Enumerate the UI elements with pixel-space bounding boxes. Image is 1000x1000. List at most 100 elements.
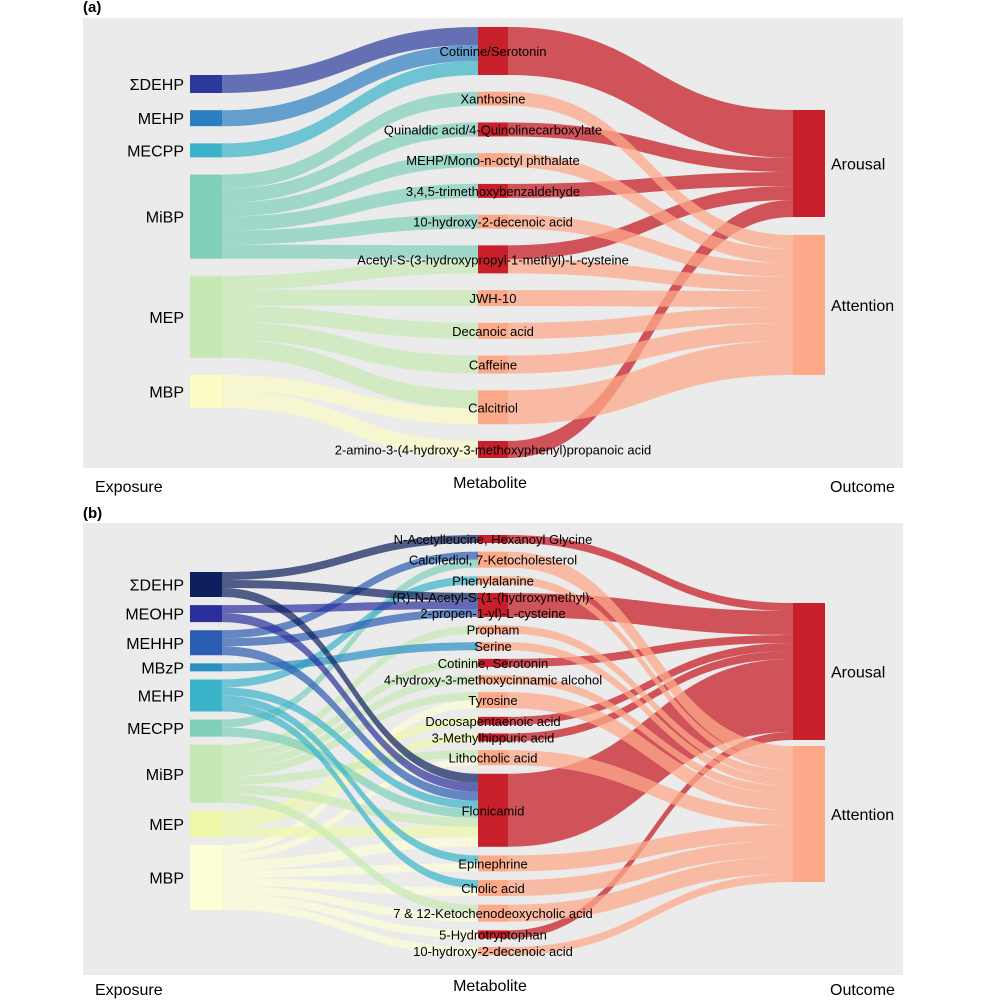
- exposure-label: MiBP: [146, 767, 184, 784]
- link-mehhp-to-calcifediol-7-ketocholesterol: [222, 551, 478, 639]
- metabolite-label-line: Tyrosine: [468, 693, 517, 708]
- metabolite-node: [478, 642, 508, 651]
- exposure-node-mep: [190, 810, 222, 837]
- exposure-node-mecpp: [190, 143, 222, 158]
- link-mibp-to-3-4-5-trimethoxybenzaldehyde: [222, 183, 478, 231]
- panel-b: (b) ΣDEHP MEOHP MEHHP MBzP MEHP MECPP MiBP MEP MB…: [83, 505, 903, 999]
- metabolite-label-line: Calcitriol: [468, 400, 518, 415]
- link-epinephrine-to-attention: [508, 825, 793, 872]
- outcome-node-arousal: [793, 110, 825, 217]
- metabolite-label: Decanoic acid: [452, 324, 534, 339]
- link-caffeine-to-attention: [508, 323, 793, 374]
- metabolite-label-line: 2-amino-3-(4-hydroxy-3-methoxyphenyl)pro…: [335, 443, 651, 458]
- metabolite-label-line: 7 & 12-Ketochenodeoxycholic acid: [393, 906, 592, 921]
- link-propham-to-attention: [508, 625, 793, 778]
- exposure-node-mbp: [190, 845, 222, 910]
- link-mbp-to-10-hydroxy-2-decenoic-acid: [222, 902, 478, 955]
- metabolite-node: [478, 930, 508, 939]
- link-calcitriol-to-attention: [508, 341, 793, 425]
- link-mibp-to-mehp-mono-n-octyl-phthalate: [222, 153, 478, 217]
- metabolite-label: (R)-N-Acetyl-S-(1-(hydroxymethyl)-2-prop…: [392, 590, 594, 621]
- link-dehp-to-flonicamid: [222, 588, 478, 783]
- links: [222, 27, 793, 458]
- metabolite-label-line: Propham: [467, 623, 520, 638]
- link-mep-to-decanoic-acid: [222, 305, 478, 339]
- metabolite-label: Propham: [467, 623, 520, 638]
- metabolite-label-line: 5-Hydrotryptophan: [439, 927, 547, 942]
- link-cholic-acid-to-attention: [508, 841, 793, 897]
- metabolite-label-line: Phenylalanine: [452, 573, 534, 588]
- link-dehp-to-n-acetylleucine-hexanoyl-glycine: [222, 535, 478, 580]
- exposure-label: MEHHP: [126, 636, 184, 653]
- link-10-hydroxy-2-decenoic-acid-to-attention: [508, 214, 793, 277]
- column-label-exposure: Exposure: [95, 479, 163, 496]
- link-tyrosine-to-attention: [508, 692, 793, 810]
- metabolite-node: [478, 214, 508, 229]
- metabolite-node: [478, 716, 508, 725]
- link-mbp-to-cholic-acid: [222, 878, 478, 897]
- metabolite-label-line: (R)-N-Acetyl-S-(1-(hydroxymethyl)-: [392, 590, 594, 605]
- exposure-node-mibp: [190, 174, 222, 259]
- link-calcifediol-7-ketocholesterol-to-attention: [508, 551, 793, 762]
- metabolite-node: [478, 551, 508, 568]
- outcome-node-attention: [793, 746, 825, 882]
- metabolite-label: N-Acetylleucine, Hexanoyl Glycine: [394, 532, 593, 547]
- exposure-node-mbzp: [190, 663, 222, 672]
- link-dehp-to-cotinine-serotonin: [222, 27, 478, 93]
- exposure-label: MiBP: [146, 210, 184, 227]
- metabolite-node: [478, 576, 508, 585]
- metabolite-node: [478, 904, 508, 922]
- metabolite-node: [478, 27, 508, 75]
- link-mibp-to-7-12-ketochenodeoxycholic-acid: [222, 793, 478, 914]
- metabolite-label: Lithocholic acid: [449, 751, 538, 766]
- outcome-label: Arousal: [831, 665, 885, 682]
- metabolite-label-line: N-Acetylleucine, Hexanoyl Glycine: [394, 532, 593, 547]
- metabolite-label-line: Quinaldic acid/4-Quinolinecarboxylate: [384, 122, 602, 137]
- link-mehhp-to-flonicamid: [222, 646, 478, 801]
- metabolite-node: [478, 675, 508, 684]
- metabolite-label: 4-hydroxy-3-methoxycinnamic alcohol: [384, 673, 602, 688]
- link-mibp-to-tyrosine: [222, 692, 478, 777]
- metabolite-node: [478, 750, 508, 766]
- link-3-methylhippuric-acid-to-arousal: [508, 651, 793, 742]
- outcome-label: Arousal: [831, 157, 885, 174]
- metabolite-label: Acetyl-S-(3-hydroxypropyl-1-methyl)-L-cy…: [357, 252, 629, 267]
- metabolite-node: [478, 733, 508, 742]
- metabolite-label: Cholic acid: [461, 881, 525, 896]
- metabolite-label-line: MEHP/Mono-n-octyl phthalate: [406, 153, 579, 168]
- metabolite-label: Caffeine: [469, 358, 517, 373]
- exposure-node-mecpp: [190, 719, 222, 737]
- metabolite-node: [478, 322, 508, 339]
- link-mep-to-flonicamid: [222, 826, 478, 837]
- metabolite-label: 7 & 12-Ketochenodeoxycholic acid: [393, 906, 592, 921]
- exposure-node-meohp: [190, 605, 222, 623]
- exposure-node-mehhp: [190, 630, 222, 656]
- metabolite-node: [478, 122, 508, 137]
- link-mehp-to-cholic-acid: [222, 703, 478, 889]
- metabolite-label-line: 4-hydroxy-3-methoxycinnamic alcohol: [384, 673, 602, 688]
- exposure-label: MBzP: [141, 660, 184, 677]
- link-mep-to-acetyl-s-3-hydroxypropyl-1-methyl-l-cysteine: [222, 259, 478, 290]
- metabolite-label: Cotinine, Serotonin: [438, 656, 549, 671]
- exposure-node-dehp: [190, 75, 222, 93]
- column-label-metabolite: Metabolite: [453, 475, 527, 492]
- column-label-outcome: Outcome: [830, 479, 895, 496]
- exposure-node-mep: [190, 275, 222, 358]
- metabolite-node: [478, 290, 508, 307]
- link-4-hydroxy-3-methoxycinnamic-alcohol-to-attention: [508, 675, 793, 794]
- exposure-label: MEP: [149, 817, 184, 834]
- column-label-outcome: Outcome: [830, 982, 895, 999]
- metabolite-label-line: Acetyl-S-(3-hydroxypropyl-1-methyl)-L-cy…: [357, 252, 629, 267]
- metabolite-label: Serine: [474, 639, 512, 654]
- link-mehp-to-epinephrine: [222, 695, 478, 864]
- exposure-label: MBP: [149, 385, 184, 402]
- metabolite-label-line: 3,4,5-trimethoxybenzaldehyde: [406, 184, 580, 199]
- metabolite-label-line: Cholic acid: [461, 881, 525, 896]
- metabolite-label-line: Docosapentaenoic acid: [425, 714, 560, 729]
- metabolite-node: [478, 855, 508, 872]
- metabolite-label: 10-hydroxy-2-decenoic acid: [413, 215, 573, 230]
- metabolite-label-line: JWH-10: [470, 291, 517, 306]
- link-quinaldic-acid-4-quinolinecarboxylate-to-arousal: [508, 122, 793, 172]
- exposure-label: ΣDEHP: [130, 578, 184, 595]
- link-mecpp-to-cotinine-serotonin: [222, 61, 478, 158]
